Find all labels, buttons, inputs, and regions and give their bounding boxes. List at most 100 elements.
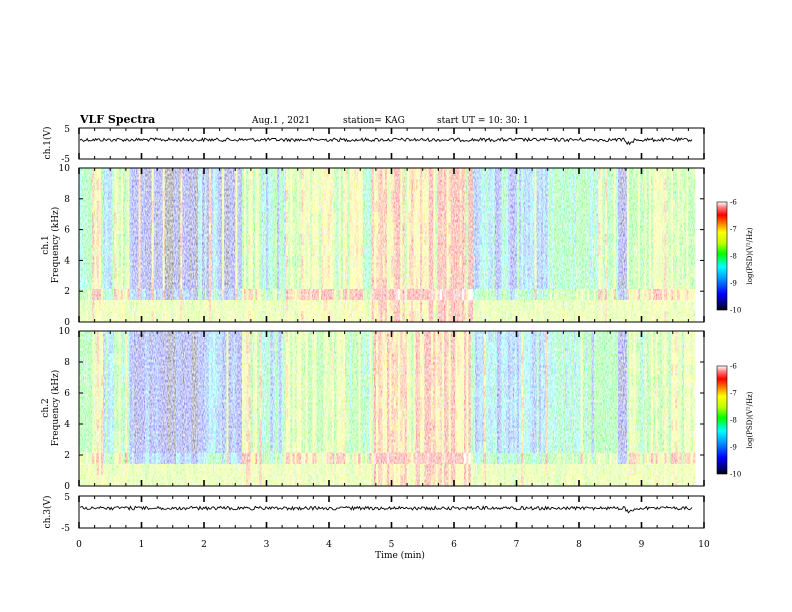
spectrogram-cell [400, 179, 403, 191]
spectrogram-cell [208, 353, 212, 365]
spectrogram-cell [107, 278, 111, 290]
spectrogram-cell [508, 245, 511, 257]
spectrogram-cell [690, 245, 694, 257]
spectrogram-cell [180, 474, 183, 487]
spectrogram-cell [512, 212, 515, 224]
spectrogram-cell [637, 212, 641, 224]
spectrogram-cell [167, 474, 170, 487]
spectrogram-cell [472, 234, 476, 246]
spectrogram-cell [208, 474, 212, 487]
spectrogram-cell [666, 201, 669, 213]
spectrogram-cell [666, 234, 669, 246]
spectrogram-cell [351, 256, 355, 268]
spectrogram-cell [314, 289, 317, 301]
spectrogram-cell [558, 190, 562, 202]
spectrogram-cell [274, 245, 278, 257]
spectrogram-cell [519, 256, 522, 268]
spectrogram-cell [98, 311, 102, 323]
spectrogram-cell [101, 212, 104, 224]
spectrogram-cell [358, 278, 361, 290]
spectrogram-cell [112, 201, 115, 213]
spectrogram-cell [497, 234, 500, 246]
spectrogram-cell [142, 311, 146, 323]
spectrogram-cell [103, 353, 106, 365]
spectrogram-cell [208, 430, 212, 443]
spectrogram-cell [151, 190, 155, 202]
spectrogram-cell [424, 267, 427, 279]
spectrogram-cell [171, 397, 174, 409]
spectrogram-cell [547, 168, 551, 180]
spectrogram-cell [261, 278, 265, 290]
spectrogram-cell [635, 278, 639, 290]
spectrogram-cell [343, 234, 346, 246]
spectrogram-cell [85, 201, 89, 213]
spectrogram-cell [615, 223, 619, 235]
spectrogram-cell [239, 300, 243, 312]
spectrogram-cell [140, 256, 144, 268]
spectrogram-cell [107, 397, 111, 409]
spectrogram-cell [490, 311, 493, 323]
spectrogram-cell [417, 190, 421, 202]
spectrogram-cell [222, 441, 225, 454]
spectrogram-cell [173, 201, 177, 213]
spectrogram-cell [444, 190, 447, 202]
spectrogram-cell [147, 364, 150, 376]
spectrogram-cell [98, 397, 102, 409]
spectrogram-cell [472, 245, 476, 257]
spectrogram-cell [101, 223, 104, 235]
spectrogram-cell [191, 179, 194, 191]
spectrogram-cell [186, 430, 190, 443]
spectrogram-cell [516, 223, 520, 235]
spectrogram-cell [373, 278, 377, 290]
spectrogram-cell [235, 278, 238, 290]
spectrogram-cell [120, 267, 124, 279]
ch1-ytick-label: 4 [64, 256, 70, 266]
spectrogram-cell [626, 179, 630, 191]
spectrogram-cell [525, 245, 529, 257]
spectrogram-cell [211, 441, 214, 454]
spectrogram-cell [261, 245, 265, 257]
spectrogram-cell [153, 474, 157, 487]
spectrogram-cell [642, 267, 645, 279]
spectrogram-cell [217, 419, 221, 431]
spectrogram-cell [180, 419, 183, 431]
spectrogram-cell [349, 201, 353, 213]
spectrogram-cell [345, 311, 348, 323]
spectrogram-cell [422, 245, 425, 257]
spectrogram-cell [173, 474, 177, 487]
spectrogram-cell [180, 353, 183, 365]
spectrogram-cell [501, 190, 504, 202]
spectrogram-cell [395, 212, 399, 224]
spectrogram-cell [673, 311, 676, 323]
spectrogram-cell [96, 375, 100, 387]
spectrogram-cell [563, 179, 566, 191]
spectrogram-cell [149, 452, 152, 465]
spectrogram-cell [233, 463, 236, 476]
spectrogram-cell [162, 375, 166, 387]
spectrogram-cell [153, 245, 157, 257]
spectrogram-cell [618, 212, 621, 224]
spectrogram-cell [512, 245, 515, 257]
spectrogram-cell [208, 289, 212, 301]
spectrogram-cell [189, 386, 192, 398]
spectrogram-cell [109, 408, 113, 420]
spectrogram-cell [279, 179, 282, 191]
spectrogram-cell [246, 234, 249, 246]
spectrogram-cell [226, 190, 229, 202]
spectrogram-cell [208, 179, 212, 191]
spectrogram-cell [310, 223, 313, 235]
spectrogram-cell [255, 212, 258, 224]
spectrogram-cell [195, 441, 199, 454]
spectrogram-cell [303, 201, 306, 213]
spectrogram-cell [307, 212, 311, 224]
spectrogram-cell [505, 311, 509, 323]
spectrogram-cell [167, 168, 170, 180]
spectrogram-cell [332, 300, 335, 312]
spectrogram-cell [164, 441, 168, 454]
spectrogram-cell [250, 278, 254, 290]
spectrogram-cell [560, 278, 564, 290]
spectrogram-cell [184, 234, 188, 246]
spectrogram-cell [475, 300, 478, 312]
spectrogram-cell [219, 463, 223, 476]
spectrogram-cell [244, 278, 247, 290]
